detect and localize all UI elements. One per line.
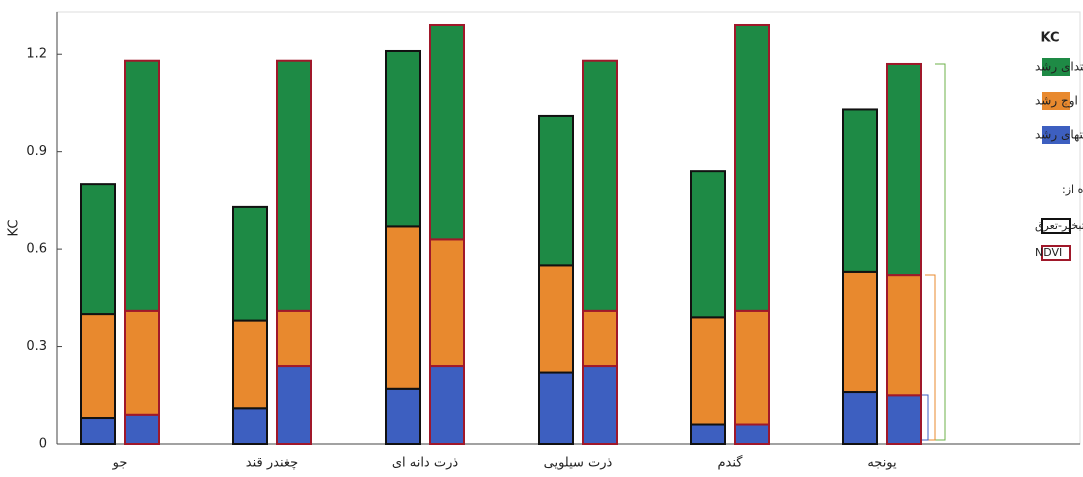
bar-segment <box>80 417 116 446</box>
bar-segment <box>734 423 770 446</box>
method-legend-title: استفاده از: <box>1062 183 1083 196</box>
bar-segment <box>232 205 268 322</box>
bar-segment <box>124 309 160 416</box>
legend-label: اوج رشد <box>1035 94 1078 109</box>
bar-segment <box>842 391 878 446</box>
y-tick-label: 0.9 <box>26 144 47 159</box>
bar-segment <box>690 170 726 319</box>
legend-title: KC <box>1040 31 1059 46</box>
bar-segment <box>429 23 465 241</box>
bar-segment <box>276 309 312 368</box>
bracket <box>925 274 936 441</box>
bar-segment <box>80 313 116 420</box>
bracket <box>935 63 946 441</box>
bar-segment <box>80 183 116 316</box>
legend-label: NDVI <box>1035 246 1062 259</box>
bar-segment <box>232 319 268 410</box>
y-tick-label: 0.3 <box>26 339 47 354</box>
x-tick-label: چغندر قند <box>246 456 298 471</box>
legend-swatch <box>1042 58 1070 76</box>
legend-swatch <box>1041 218 1071 234</box>
bar-segment <box>734 23 770 312</box>
x-tick-label: ذرت سیلویی <box>544 456 613 471</box>
bar-segment <box>385 49 421 228</box>
legend-label: ابتدای رشد <box>1035 60 1083 75</box>
y-axis-label: KC <box>7 220 22 237</box>
x-tick-label: ذرت دانه ای <box>392 456 459 471</box>
legend-label: انتهای رشد <box>1035 128 1083 143</box>
bar-segment <box>886 274 922 397</box>
x-tick-label: جو <box>112 456 128 471</box>
legend-swatch <box>1041 245 1071 261</box>
bar-segment <box>276 59 312 312</box>
bar-segment <box>232 407 268 446</box>
bar-segment <box>886 62 922 277</box>
bracket <box>922 394 929 441</box>
bar-segment <box>385 225 421 390</box>
y-tick-label: 0 <box>39 437 47 452</box>
bar-segment <box>429 365 465 445</box>
bar-segment <box>690 316 726 426</box>
y-tick-label: 1.2 <box>26 47 47 62</box>
bar-segment <box>582 59 618 312</box>
bar-segment <box>538 114 574 267</box>
y-tick-label: 0.6 <box>26 242 47 257</box>
legend-swatch <box>1042 126 1070 144</box>
bar-segment <box>734 309 770 426</box>
bar-segment <box>690 423 726 446</box>
bar-segment <box>124 413 160 445</box>
bar-segment <box>842 270 878 394</box>
bar-segment <box>124 59 160 312</box>
bar-segment <box>582 309 618 368</box>
bar-segment <box>886 394 922 446</box>
bar-segment <box>538 264 574 374</box>
legend-swatch <box>1042 92 1070 110</box>
bar-segment <box>538 371 574 445</box>
legend-label: تبخیر-تعرق <box>1035 219 1083 232</box>
bar-segment <box>582 365 618 445</box>
bar-segment <box>429 238 465 368</box>
x-tick-label: گندم <box>718 455 744 471</box>
bar-segment <box>842 108 878 273</box>
x-tick-label: یونجه <box>867 456 897 471</box>
bar-segment <box>385 387 421 445</box>
bar-segment <box>276 365 312 445</box>
